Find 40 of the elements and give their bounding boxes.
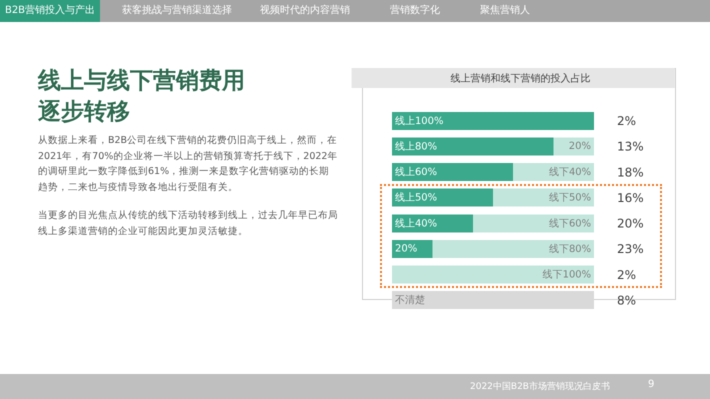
y-tick-label: 16% (617, 190, 644, 205)
data-label: 不清楚 (394, 294, 425, 306)
data-label: 20% (568, 140, 591, 152)
y-tick-label: 23% (617, 242, 644, 256)
y-tick-label: 8% (617, 293, 636, 308)
data-label: 线上50% (394, 192, 438, 204)
text: 获客挑战与营销渠道选择 (121, 4, 233, 18)
text: 聚焦营销人 (479, 4, 531, 18)
data-label: 线上80% (394, 140, 438, 152)
text: B2B营销投入与产出 (0, 0, 100, 22)
data-label: 线下50% (548, 192, 592, 204)
bar (432, 240, 594, 258)
y-tick-label: 18% (617, 165, 644, 180)
bar (392, 112, 594, 130)
y-tick-label: 20% (617, 216, 644, 231)
bar (392, 163, 514, 182)
y-tick-label: 13% (617, 140, 644, 154)
bar (392, 266, 594, 284)
text: 视频时代的内容营销 (259, 4, 351, 18)
data-label: 线下100% (542, 268, 592, 281)
data-label: 线下60% (548, 217, 592, 230)
chart-title: 线上营销和线下营销的投入占比 (450, 72, 590, 84)
text: 从数据上来看，B2B公司在线下营销的花费仍旧高于线上，然而，在2021年，有70%的企业将一半以上的营销预算寄托于线下，2022年的调研里此一数字降低到61%，推测一来是数字化营销驱动的长期趋势，二来也与疫情导致各地出行受阻有关。 (38, 134, 338, 194)
data-label: 线下40% (548, 166, 592, 178)
bar (392, 137, 554, 156)
bar (472, 214, 594, 232)
data-label: 线下80% (548, 242, 592, 255)
text: 2022中国B2B市场营销现况白皮书 (470, 380, 610, 393)
bar (493, 188, 594, 207)
bar (392, 188, 493, 207)
text: 线上与线下营销费用逐步转移 (38, 67, 246, 127)
y-tick-label: 2% (617, 114, 636, 128)
data-label: 线上60% (394, 166, 438, 178)
text: 当更多的目光焦点从传统的线下活动转移到线上，过去几年早已布局线上多渠道营销的企业可能因此更加灵活敏捷。 (38, 209, 338, 238)
data-label: 20% (395, 243, 418, 254)
text: 营销数字化 (389, 4, 441, 18)
y-tick-label: 2% (617, 268, 636, 282)
data-label: 线上100% (394, 114, 444, 127)
data-label: 线上40% (394, 217, 438, 230)
text: 9 (648, 379, 654, 390)
